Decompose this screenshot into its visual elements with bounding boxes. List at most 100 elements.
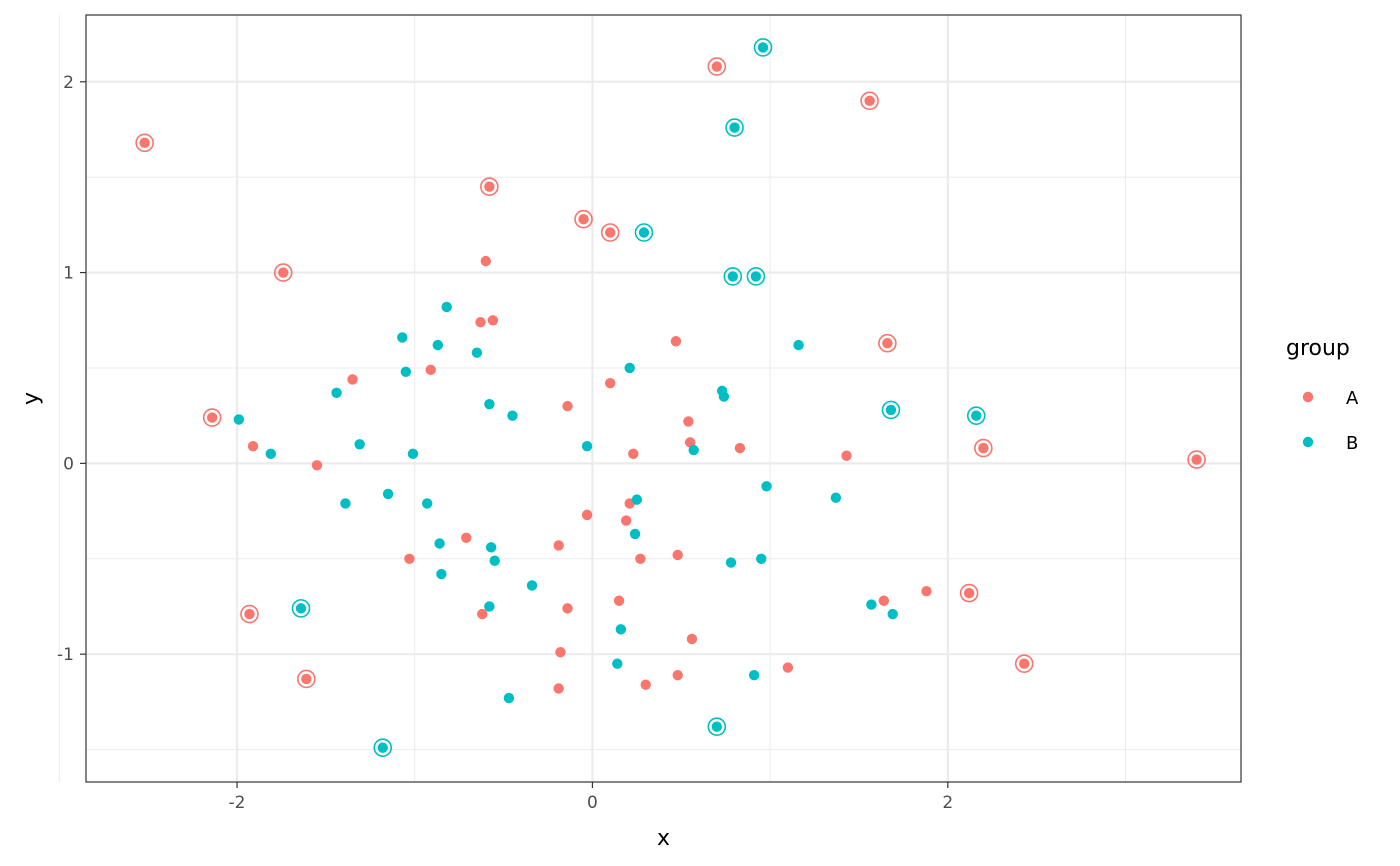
point-a [311,460,323,471]
point-a [672,549,683,561]
point-b [748,669,760,681]
point-b [830,492,842,503]
y-tick-label: -1 [57,645,74,665]
outlier-ring-b [725,118,744,137]
point-b [711,721,723,732]
outlier-ring-b [966,406,986,425]
outlier-ring-b [707,717,727,736]
point-a [562,603,573,614]
point-a [475,316,486,328]
point-a [581,509,593,521]
point-b [485,542,497,553]
point-b [432,339,444,351]
outlier-ring-a [974,438,993,458]
point-a [425,364,436,376]
point-a [477,608,488,620]
point-b [725,557,737,568]
legend-label-b: B [1346,433,1358,454]
point-b [507,410,518,421]
x-axis: -2 0 2 [229,782,953,813]
point-a [1191,454,1202,465]
point-b [331,387,342,398]
point-b [624,362,635,374]
outlier-ring-a [297,669,316,689]
point-a [553,540,564,551]
outlier-ring-b [881,400,901,420]
point-b [340,498,351,509]
outlier-ring-b [723,267,743,286]
x-tick-label: -2 [229,793,246,813]
outlier-ring-a [574,209,593,229]
outlier-ring-a [240,604,259,624]
point-b [866,599,877,610]
point-a [628,448,639,460]
point-b [489,555,500,566]
point-a [555,647,566,658]
y-tick-label: 0 [63,454,74,474]
point-b [265,448,276,460]
point-b [400,366,412,377]
point-a [244,608,255,620]
point-b [615,624,627,635]
legend-title: group [1286,336,1350,361]
point-b [441,301,452,313]
point-a [734,442,746,454]
outlier-ring-a [1014,654,1034,674]
point-a [782,662,794,673]
point-a [347,374,358,385]
outlier-ring-a [480,177,499,197]
point-a [882,337,893,349]
point-b [756,553,767,564]
point-a [978,442,989,454]
point-a [672,669,683,681]
point-a [604,227,616,238]
outlier-ring-a [860,91,879,111]
point-b [750,271,762,282]
outlier-ring-a [707,57,727,76]
x-tick-label: 2 [942,793,953,813]
point-a [206,412,218,423]
point-b [581,440,593,452]
plot-panel [58,14,1242,783]
point-b [688,444,699,456]
point-b [526,580,538,591]
point-b [885,404,897,416]
point-a [604,378,616,389]
point-b [503,692,515,704]
point-a [613,595,625,606]
point-a [484,181,495,192]
point-b [382,488,394,500]
point-a [578,213,589,225]
outlier-ring-b [291,599,311,618]
legend-entries: AB [1302,388,1359,454]
point-b [484,601,495,612]
point-a [921,586,932,597]
point-a [562,400,573,412]
point-b [729,122,740,133]
outlier-ring-b [373,738,393,757]
y-tick-label: 1 [63,264,74,284]
point-b [354,439,365,450]
point-b [638,227,650,238]
point-b [295,603,307,614]
point-b [887,608,898,620]
point-a [841,450,852,461]
point-b [436,568,447,580]
point-b [761,481,772,492]
point-b [233,414,245,425]
legend-key-a [1302,391,1314,403]
point-a [139,137,150,149]
legend-label-a: A [1346,388,1359,409]
point-b [612,658,623,669]
point-a [1019,658,1030,669]
outlier-ring-a [600,223,620,242]
point-a [878,595,890,606]
point-b [434,538,445,549]
legend-key-b [1302,436,1314,448]
point-b [727,271,738,282]
point-a [301,673,312,685]
outlier-ring-a [135,133,154,153]
point-a [461,532,472,543]
point-b [471,347,483,358]
